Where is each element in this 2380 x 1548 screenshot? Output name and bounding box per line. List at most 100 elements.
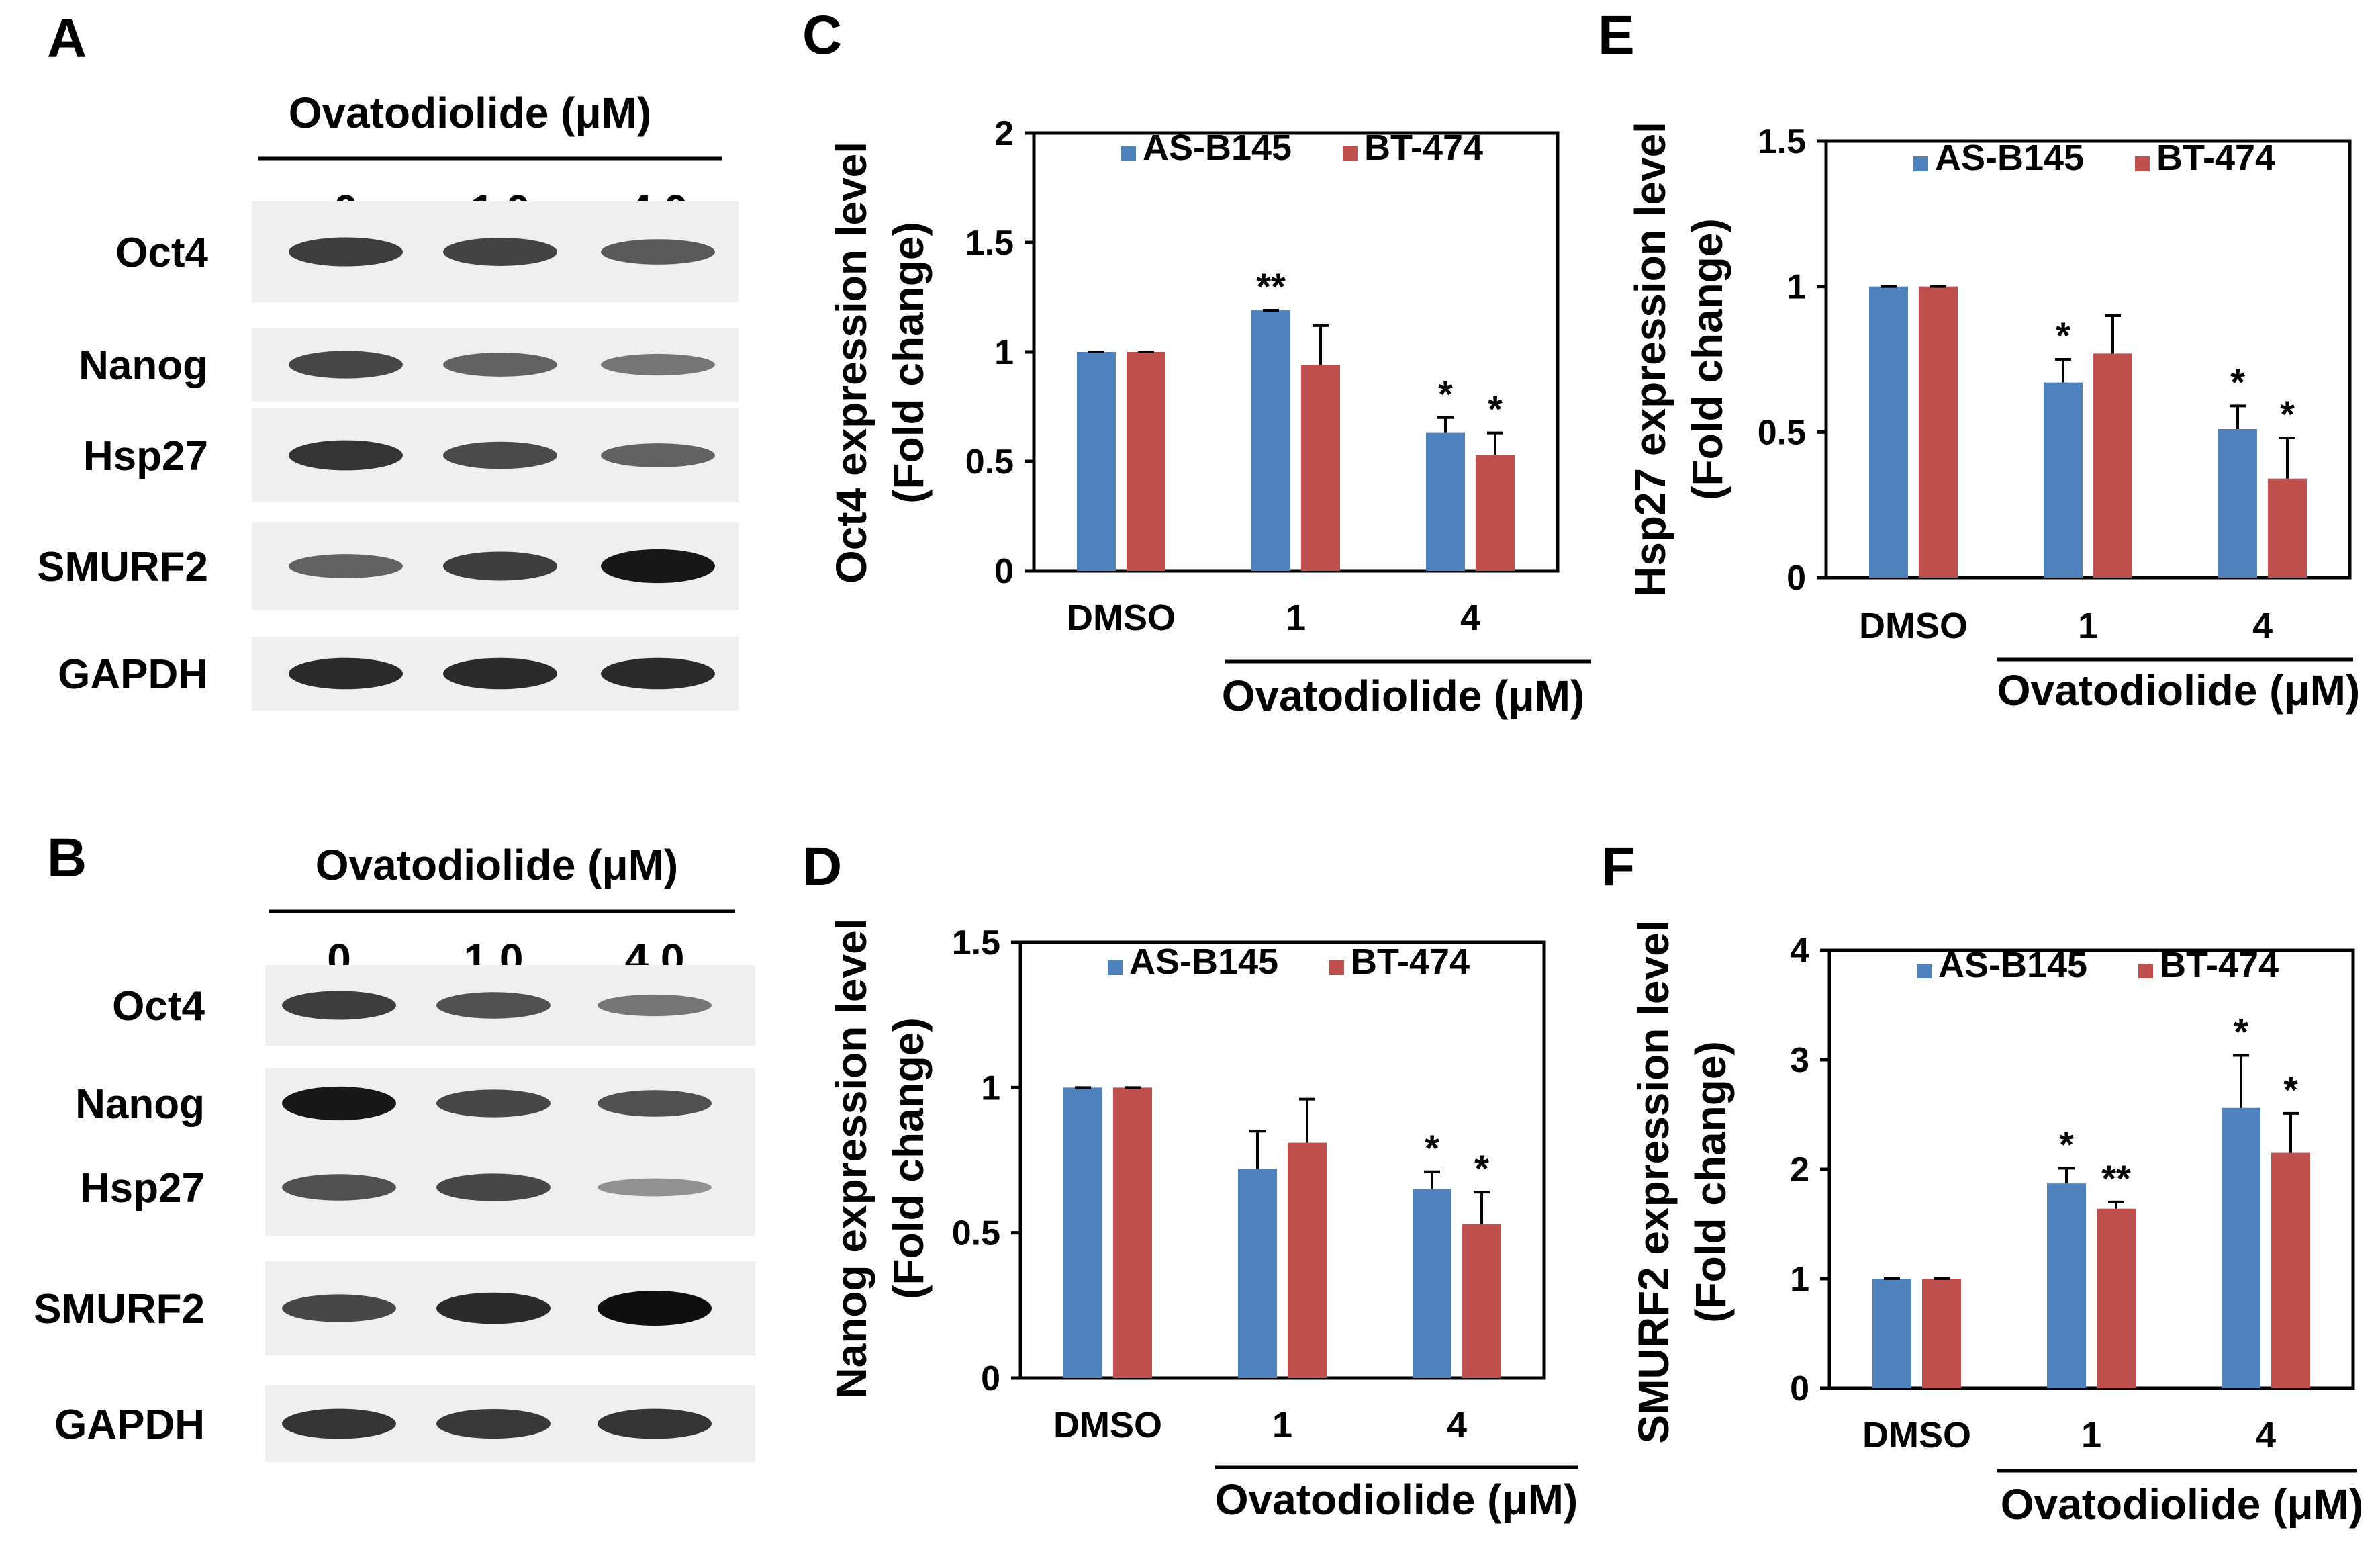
bar-chart-c: C 0 0.5 1 1.5 2 Oct4 expression level (Fold cha… [802,5,1591,720]
plot-frame [1018,940,1546,1380]
y-tick-label: 0 [1790,1369,1809,1408]
protein-label: SMURF2 [37,544,208,590]
bar [1476,455,1515,571]
y-tick-label: 0 [981,1359,1000,1398]
bar [1872,1279,1911,1388]
blot-band [443,441,557,469]
protein-label: Nanog [79,343,208,389]
legend-swatch [2135,156,2150,171]
legend-swatch [1917,964,1932,978]
blot-band [436,1292,551,1324]
blot-rows: Oct4 Nanog Hsp27 SMURF2 GAPDH [37,201,739,711]
y-tick-label: 2 [1790,1150,1809,1189]
significance-mark: * [2280,393,2295,435]
bar [1288,1142,1327,1378]
y-tick-label: 0 [1787,559,1806,598]
significance-mark: * [1425,1127,1439,1169]
bar [1462,1224,1501,1378]
blot-rows: Oct4 Nanog Hsp27 SMURF2 GAPDH [34,965,755,1463]
blot-band [601,239,715,265]
x-tick-label: DMSO [1067,598,1176,638]
y-tick-label: 2 [994,114,1014,153]
x-tick-label: 4 [2256,1415,2276,1455]
panel-letter: E [1598,5,1635,66]
blot-band [289,554,403,578]
blot-band [289,237,403,267]
legend-swatch [1913,156,1928,171]
bar [1869,286,1908,578]
y-tick-label: 0.5 [965,443,1014,482]
bar [1413,1189,1451,1378]
legend-swatch [2138,964,2153,978]
legend-label: AS-B145 [1129,942,1278,982]
protein-label: GAPDH [54,1402,205,1448]
bar [2044,382,2083,578]
x-tick-label: 1 [2081,1415,2101,1455]
y-axis-label: SMURF2 expression level [1629,921,1678,1444]
legend-swatch [1343,146,1358,161]
blot-band [289,351,403,379]
bar [2047,1183,2086,1388]
x-tick-label: 4 [1447,1405,1467,1445]
y-tick-label: 1 [1787,268,1806,307]
treatment-label: Ovatodiolide (μM) [289,89,651,137]
significance-mark: * [1488,388,1503,430]
panel-letter: C [802,5,842,66]
bar [2271,1152,2310,1388]
legend-label: BT-474 [2156,138,2275,178]
bar [2218,429,2257,578]
bar [1251,310,1290,571]
legend-swatch [1108,960,1123,975]
panel-letter: F [1601,836,1635,897]
protein-label: SMURF2 [34,1286,205,1332]
legend-label: AS-B145 [1143,128,1292,168]
treatment-label: Ovatodiolide (μM) [316,841,678,889]
x-group-label: Ovatodiolide (μM) [1997,666,2360,715]
legend-swatch [1329,960,1344,975]
blot-band [598,1178,712,1197]
bar [1238,1169,1277,1378]
x-tick-label: 4 [2252,606,2273,646]
y-tick-label: 1 [1790,1260,1809,1299]
x-group-label: Ovatodiolide (μM) [1222,672,1584,720]
blot-band [601,657,715,690]
blot-band [598,994,712,1017]
significance-mark: ** [1256,265,1286,308]
bar-chart-f: F 0 1 2 3 4 SMURF2 expression level (Fold chang… [1601,836,2363,1529]
blot-band [443,353,557,377]
y-tick-label: 4 [1790,931,1809,970]
blot-band [289,440,403,471]
blot-band [443,657,557,690]
x-tick-label: 1 [1286,598,1306,638]
bar [1127,352,1165,571]
x-tick-label: DMSO [1859,606,1968,646]
y-tick-label: 1 [981,1068,1000,1107]
y-axis-label: Nanog expression level [827,919,875,1399]
bar [1077,352,1116,571]
blot-band [443,238,557,266]
significance-mark: * [2056,314,2070,357]
blot-band [601,353,715,376]
significance-mark: ** [2101,1157,2131,1199]
blot-band [282,1408,396,1439]
bar [2093,353,2132,578]
panel-letter: B [47,827,87,889]
bar [2097,1208,2136,1388]
significance-mark: * [2230,361,2245,403]
blot-band [601,549,715,584]
bar-chart-e: E 0 0.5 1 1.5 Hsp27 expression level (Fold cha… [1598,5,2360,715]
y-tick-label: 1.5 [952,923,1000,962]
protein-label: Hsp27 [80,1165,205,1212]
y-tick-label: 1 [994,333,1014,372]
blot-band [289,657,403,690]
bar [1063,1087,1102,1378]
legend-label: AS-B145 [1938,945,2087,985]
western-blot-panel-a: A Ovatodiolide (μM) 0 1.0 4.0 Oct4NanogH… [37,8,739,711]
x-tick-label: 4 [1460,598,1480,638]
significance-mark: * [1438,373,1453,415]
panel-letter: A [47,8,87,69]
significance-mark: * [2283,1068,2298,1111]
blot-band [282,1294,396,1322]
protein-label: GAPDH [58,651,208,698]
